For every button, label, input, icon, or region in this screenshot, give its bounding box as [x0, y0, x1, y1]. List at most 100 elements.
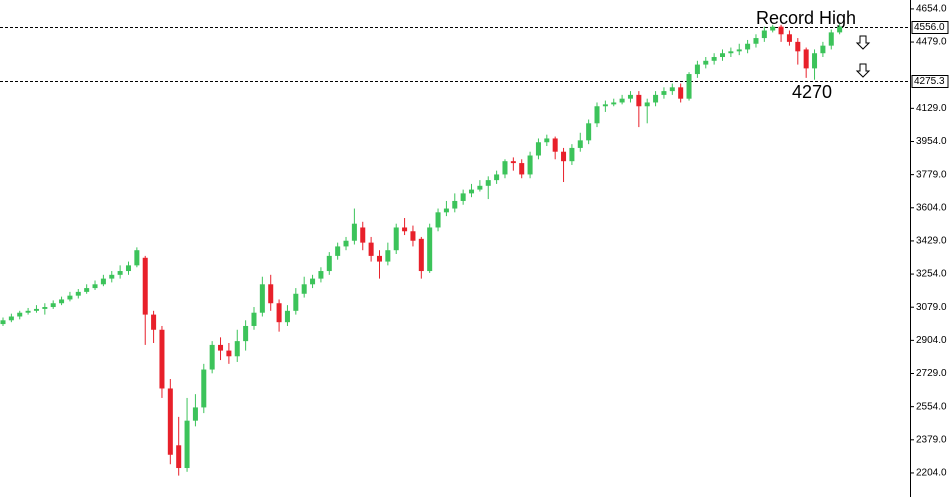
candle-body: [812, 53, 818, 69]
candle-body: [561, 151, 567, 162]
candle-body: [611, 102, 617, 105]
price-label-box: [911, 21, 949, 34]
candle-body: [803, 49, 809, 69]
candle-body: [569, 147, 575, 162]
candle-body: [502, 161, 508, 175]
candle-body: [719, 53, 726, 58]
y-tick-label: 2204.0: [916, 468, 947, 479]
candle-body: [42, 307, 48, 309]
candle-body: [151, 314, 157, 330]
annotation: Record High: [756, 8, 856, 28]
candle-body: [0, 320, 6, 325]
candle-body: [594, 106, 600, 124]
candle-body: [75, 291, 81, 296]
y-tick-label: 2904.0: [916, 335, 947, 346]
candle-body: [360, 227, 366, 243]
candle-body: [326, 255, 332, 272]
candle-body: [644, 102, 650, 107]
y-tick-label: 3254.0: [916, 269, 947, 280]
candle-body: [485, 180, 491, 186]
candle-body: [209, 344, 215, 370]
arrow-icon: [855, 35, 871, 78]
y-tick-label: 4479.0: [916, 37, 947, 48]
candle-body: [201, 369, 207, 408]
candle-body: [527, 155, 533, 175]
candle-body: [661, 91, 667, 95]
y-tick-label: 2554.0: [916, 401, 947, 412]
candle-body: [510, 161, 516, 164]
candle-body: [184, 420, 190, 469]
candle-body: [142, 257, 148, 315]
candle-body: [385, 250, 391, 262]
y-tick-label: 3779.0: [916, 169, 947, 180]
candle-body: [443, 208, 449, 213]
candle-body: [786, 34, 792, 42]
price-label: 4556.0: [914, 22, 945, 33]
candle-body: [494, 174, 500, 181]
candle-body: [25, 310, 31, 313]
price-label-box: [911, 75, 949, 88]
candle-body: [192, 407, 198, 421]
y-tick-label: 3429.0: [916, 236, 947, 247]
candle-body: [368, 242, 374, 256]
candle-body: [669, 87, 675, 92]
candle-body: [268, 284, 274, 304]
candle-body: [301, 284, 307, 294]
candle-body: [67, 295, 73, 300]
candle-body: [552, 138, 558, 152]
candle-body: [176, 445, 182, 469]
candle-body: [418, 238, 424, 272]
candle-body: [134, 250, 140, 266]
candle-body: [376, 255, 382, 262]
y-tick-label: 3079.0: [916, 302, 947, 313]
candle-body: [795, 41, 801, 52]
candle-body: [243, 325, 249, 342]
candle-body: [519, 163, 525, 175]
candle-body: [711, 57, 717, 61]
candle-body: [276, 303, 282, 323]
candle-body: [92, 284, 98, 289]
candle-body: [586, 123, 592, 141]
candle-body: [753, 38, 759, 44]
candle-body: [460, 193, 466, 201]
candle-body: [778, 26, 784, 35]
candle-body: [117, 271, 123, 275]
y-tick-label: 2379.0: [916, 434, 947, 445]
candle-body: [820, 45, 826, 54]
candle-body: [335, 246, 341, 256]
candle-body: [636, 94, 642, 107]
candle-body: [435, 212, 441, 228]
y-tick-label: 4654.0: [916, 4, 947, 15]
candle-body: [627, 94, 633, 99]
candle-body: [84, 288, 90, 292]
candle-body: [284, 310, 290, 323]
candle-body: [828, 32, 834, 46]
candle-body: [293, 293, 299, 311]
candle-body: [310, 278, 316, 285]
candle-body: [678, 87, 684, 99]
y-tick-label: 3604.0: [916, 202, 947, 213]
candle-body: [535, 142, 541, 156]
y-tick-label: 4129.0: [916, 103, 947, 114]
y-tick-label: 3954.0: [916, 136, 947, 147]
candle-body: [125, 265, 132, 272]
candle-body: [351, 223, 357, 241]
candle-body: [686, 74, 692, 99]
candle-body: [427, 227, 433, 272]
candle-body: [544, 138, 550, 143]
candle-body: [703, 60, 709, 65]
price-label: 4275.3: [914, 76, 945, 87]
candle-body: [837, 26, 843, 33]
candle-body: [100, 278, 106, 285]
candle-body: [59, 299, 65, 304]
candle-body: [33, 308, 39, 311]
candle-body: [109, 274, 115, 279]
candle-body: [770, 26, 776, 31]
y-tick-label: 2729.0: [916, 368, 947, 379]
candle-body: [251, 312, 257, 326]
candle-body: [745, 43, 751, 50]
annotation: 4270: [792, 82, 832, 102]
candle-body: [694, 64, 700, 75]
candle-body: [602, 104, 608, 107]
